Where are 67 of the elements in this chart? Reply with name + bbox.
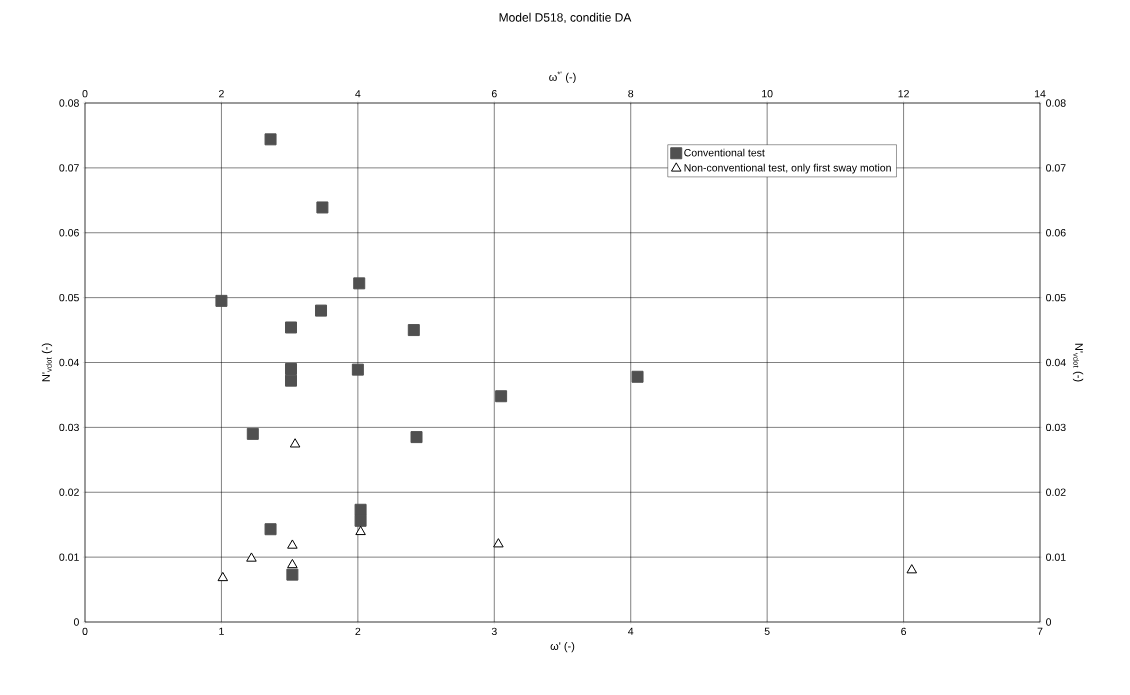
x-tick-label: 0 <box>82 627 88 636</box>
y2-axis-title: N'$_{vdot}$ (-) <box>1072 343 1084 382</box>
point <box>264 523 277 536</box>
point <box>354 514 367 527</box>
x-tick-label: 3 <box>491 627 497 636</box>
x2-tick-label: 8 <box>628 89 634 98</box>
y-tick-label: 0.06 <box>59 229 79 237</box>
point <box>217 571 229 582</box>
y-tick-label: 0.03 <box>59 423 79 432</box>
y2-tick-label: 0.02 <box>1046 488 1066 496</box>
point <box>351 363 364 376</box>
x2-tick-label: 2 <box>219 90 224 98</box>
x2-tick-label: 12 <box>898 90 909 98</box>
y2-tick-label: 0.03 <box>1046 423 1066 432</box>
point <box>410 431 423 444</box>
point <box>285 321 298 334</box>
point <box>264 133 277 146</box>
y2-tick-label: 0.05 <box>1046 293 1066 302</box>
y2-tick-label: 0.04 <box>1046 358 1066 367</box>
chart-title: Model D518, conditie DA <box>499 12 632 24</box>
x2-tick-label: 14 <box>1034 90 1046 98</box>
point <box>289 438 301 448</box>
point <box>246 427 259 440</box>
legend-label: Conventional test <box>684 148 765 157</box>
point <box>906 564 918 574</box>
x2-tick-label: 10 <box>762 89 773 98</box>
y-tick-label: 0.05 <box>59 293 79 302</box>
x-tick-label: 6 <box>901 627 907 636</box>
legend-label: Non-conventional test, only first sway motion <box>684 163 891 174</box>
point <box>631 370 644 383</box>
x2-axis-title: ω$^{*'}$ (-) <box>549 71 576 84</box>
point <box>316 201 329 214</box>
point <box>287 558 298 569</box>
point <box>246 552 257 562</box>
point <box>315 304 328 317</box>
y-tick-label: 0.07 <box>59 164 79 172</box>
x2-tick-label: 4 <box>355 90 361 98</box>
y-tick-label: 0.08 <box>59 99 79 107</box>
y2-tick-label: 0.06 <box>1046 229 1066 237</box>
y-tick-label: 0.04 <box>59 358 80 367</box>
point <box>353 277 366 290</box>
point <box>287 539 298 549</box>
point <box>493 538 504 548</box>
x-tick-label: 1 <box>219 627 224 635</box>
x-tick-label: 7 <box>1037 627 1043 635</box>
point <box>407 324 420 337</box>
y2-tick-label: 0.07 <box>1046 164 1066 172</box>
point <box>285 374 298 387</box>
point <box>286 568 299 581</box>
y2-tick-label: 0 <box>1046 618 1052 626</box>
x2-tick-label: 0 <box>82 89 88 98</box>
x2-tick-label: 6 <box>491 89 497 98</box>
y-axis-title: N'$_{vdot}$ (-) <box>41 343 53 382</box>
y2-tick-label: 0.08 <box>1046 99 1066 107</box>
point <box>355 525 366 536</box>
x-axis-title: ω' (-) <box>550 641 575 653</box>
y2-tick-label: 0.01 <box>1046 553 1066 561</box>
point <box>285 362 298 375</box>
x-tick-label: 5 <box>764 627 770 635</box>
point <box>495 390 508 403</box>
y-tick-label: 0.02 <box>59 488 79 496</box>
y-tick-label: 0.01 <box>59 553 79 561</box>
x-tick-label: 2 <box>355 627 361 635</box>
point <box>215 294 228 307</box>
y-tick-label: 0 <box>73 618 79 626</box>
x-tick-label: 4 <box>628 627 634 635</box>
point <box>354 503 367 516</box>
